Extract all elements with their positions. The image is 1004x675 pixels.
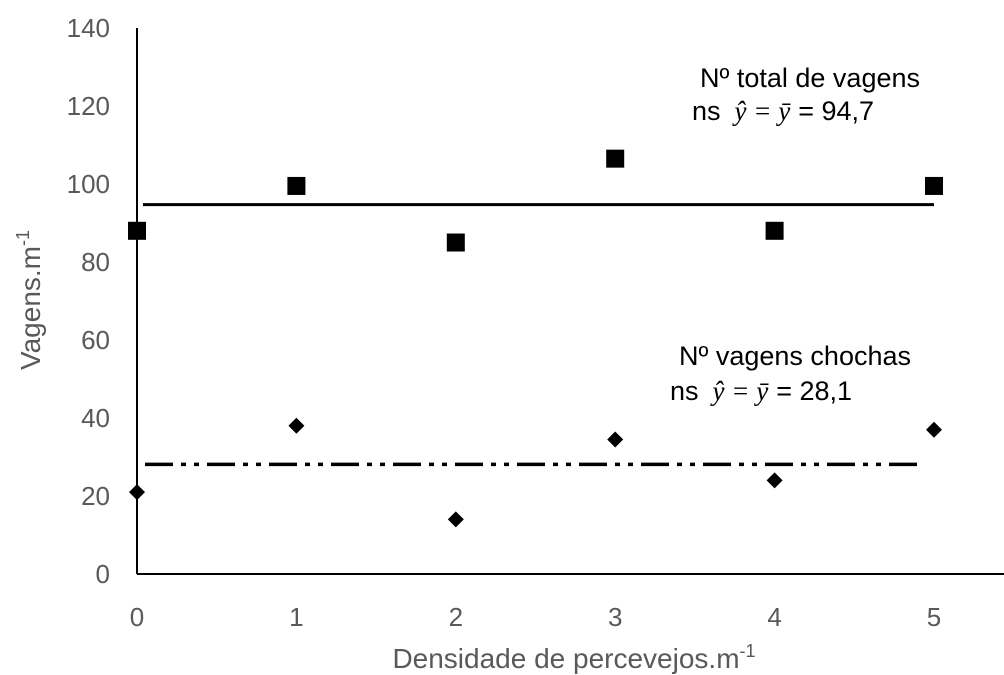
- point-total: [606, 149, 625, 168]
- y-tick-label: 0: [96, 559, 110, 589]
- mean-lines: [143, 203, 934, 467]
- point-total: [446, 233, 465, 252]
- x-axis-title: Densidade de percevejos.m-1: [392, 641, 755, 674]
- y-tick-label: 20: [81, 481, 110, 511]
- point-total: [765, 221, 784, 240]
- annotation-total-math: ŷ = ȳ: [732, 96, 792, 126]
- point-total: [287, 176, 306, 195]
- x-tick-label: 1: [289, 602, 303, 632]
- y-tick-label: 100: [67, 169, 110, 199]
- y-tick-label: 140: [67, 13, 110, 43]
- point-chochas: [926, 421, 942, 438]
- axes: [136, 28, 1004, 575]
- y-tick-label: 60: [81, 325, 110, 355]
- x-tick-label: 5: [927, 602, 941, 632]
- point-total: [925, 176, 943, 195]
- x-axis-title-sup: -1: [740, 641, 756, 661]
- annotation-total-title: Nº total de vagens: [700, 63, 920, 93]
- annotation-chochas-title: Nº vagens chochas: [679, 341, 911, 371]
- y-tick-labels: 0 20 40 60 80 100 120 140: [67, 13, 110, 589]
- y-tick-label: 80: [81, 247, 110, 277]
- x-tick-label: 0: [130, 602, 144, 632]
- x-tick-label: 2: [449, 602, 463, 632]
- x-tick-labels: 0 1 2 3 4 5: [130, 602, 941, 632]
- annotation-total-value: = 94,7: [798, 96, 874, 126]
- point-chochas: [288, 417, 305, 434]
- point-chochas: [766, 472, 783, 489]
- annotation-chochas-prefix: ns: [670, 376, 699, 406]
- y-axis-title: Vagens.m-1: [13, 230, 46, 370]
- y-tick-label: 120: [67, 91, 110, 121]
- x-axis-title-text: Densidade de percevejos.m: [392, 643, 739, 674]
- x-tick-label: 3: [608, 602, 622, 632]
- annotation-chochas-math: ŷ = ȳ: [710, 376, 770, 406]
- annotation-chochas-eq: ns ŷ = ȳ = 28,1: [670, 376, 852, 406]
- x-tick-label: 4: [767, 602, 781, 632]
- data-points: [128, 149, 943, 528]
- y-axis-title-text: Vagens.m: [15, 246, 46, 370]
- y-axis-title-sup: -1: [13, 230, 33, 246]
- point-total: [128, 221, 146, 240]
- point-chochas: [607, 431, 624, 448]
- annotation-total-eq: ns ŷ = ȳ = 94,7: [692, 96, 874, 126]
- annotation-total-prefix: ns: [692, 96, 721, 126]
- point-chochas: [129, 484, 145, 501]
- y-tick-label: 40: [81, 403, 110, 433]
- point-chochas: [447, 511, 464, 528]
- annotation-chochas-value: = 28,1: [776, 376, 852, 406]
